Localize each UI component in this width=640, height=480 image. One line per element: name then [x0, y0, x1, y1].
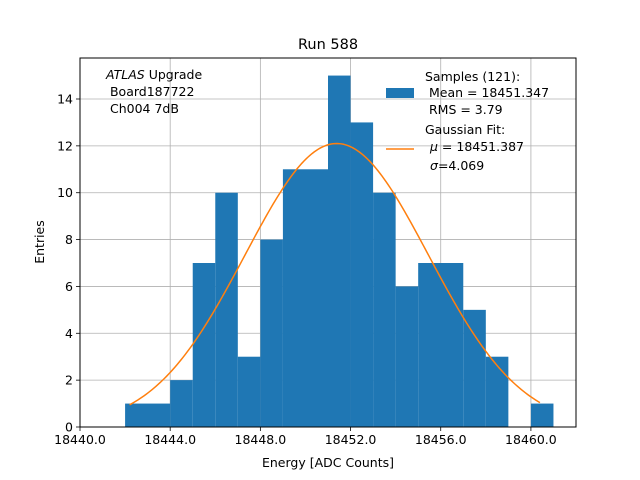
legend-fit-label: Gaussian Fit: [425, 122, 505, 137]
legend: Samples (121): Mean = 18451.347 RMS = 3.… [386, 69, 549, 173]
chart-title: Run 588 [298, 37, 358, 53]
x-tick-label-2: 18448.0 [235, 432, 287, 447]
histogram-bar-1 [170, 380, 193, 427]
gaussian-fit-layer [129, 142, 541, 406]
legend-sigma-symbol: σ [430, 158, 439, 173]
y-tick-label-2: 4 [65, 326, 73, 341]
y-tick-label-5: 10 [57, 185, 73, 200]
histogram-bar-11 [418, 263, 464, 427]
histogram-bar-10 [395, 286, 419, 427]
y-tick-label-7: 14 [57, 92, 73, 107]
gaussian-fit-curve [129, 142, 541, 406]
histogram-bar-12 [463, 309, 486, 427]
x-tick-label-1: 18444.0 [144, 432, 196, 447]
y-axis-label: Entries [32, 220, 47, 264]
annotation-channel: Ch004 7dB [106, 101, 179, 116]
histogram-bar-5 [260, 239, 283, 427]
histogram-bar-4 [237, 356, 261, 427]
x-tick-label-4: 18456.0 [415, 432, 467, 447]
annotation-upgrade: Upgrade [145, 67, 203, 82]
annotation-line-1: ATLAS Upgrade [105, 67, 202, 82]
x-axis-ticks: 18440.0 18444.0 18448.0 18452.0 18456.0 18460… [54, 427, 557, 447]
x-axis-label: Energy [ADC Counts] [262, 455, 394, 470]
y-tick-label-1: 2 [65, 373, 73, 388]
histogram-bar-14 [530, 403, 554, 427]
histogram-bar-7 [328, 75, 351, 428]
x-tick-label-3: 18452.0 [325, 432, 377, 447]
axes-frame [79, 57, 577, 428]
histogram-bar-8 [350, 122, 374, 427]
legend-samples-rms: RMS = 3.79 [425, 102, 503, 117]
y-tick-label-0: 0 [65, 420, 73, 435]
x-tick-label-5: 18460.0 [505, 432, 557, 447]
legend-fit-mu: μ = 18451.387 [429, 139, 524, 154]
y-tick-label-6: 12 [57, 138, 73, 153]
legend-fit-sigma: σ=4.069 [430, 158, 484, 173]
legend-mu-value: = 18451.387 [438, 139, 524, 154]
legend-samples-label: Samples (121): [425, 69, 520, 84]
annotation-atlas: ATLAS [105, 67, 145, 82]
y-tick-label-4: 8 [65, 232, 73, 247]
histogram-bar-0 [125, 403, 171, 427]
legend-sigma-value: =4.069 [438, 158, 484, 173]
histogram-bar-13 [485, 356, 509, 427]
annotation-board: Board187722 [106, 84, 194, 99]
histogram-bars [125, 75, 554, 428]
histogram-bar-2 [192, 263, 216, 427]
y-axis-ticks: 0 2 4 6 8 10 12 14 [57, 92, 80, 435]
legend-samples-swatch [386, 88, 414, 98]
histogram-bar-6 [282, 169, 328, 428]
histogram-bar-9 [373, 192, 396, 427]
x-tick-label-0: 18440.0 [54, 432, 106, 447]
y-tick-label-3: 6 [65, 279, 73, 294]
legend-mu-symbol: μ [429, 139, 438, 154]
legend-samples-mean: Mean = 18451.347 [425, 85, 549, 100]
atlas-annotation: ATLAS Upgrade Board187722 Ch004 7dB [105, 67, 202, 116]
histogram-bar-3 [215, 192, 238, 427]
